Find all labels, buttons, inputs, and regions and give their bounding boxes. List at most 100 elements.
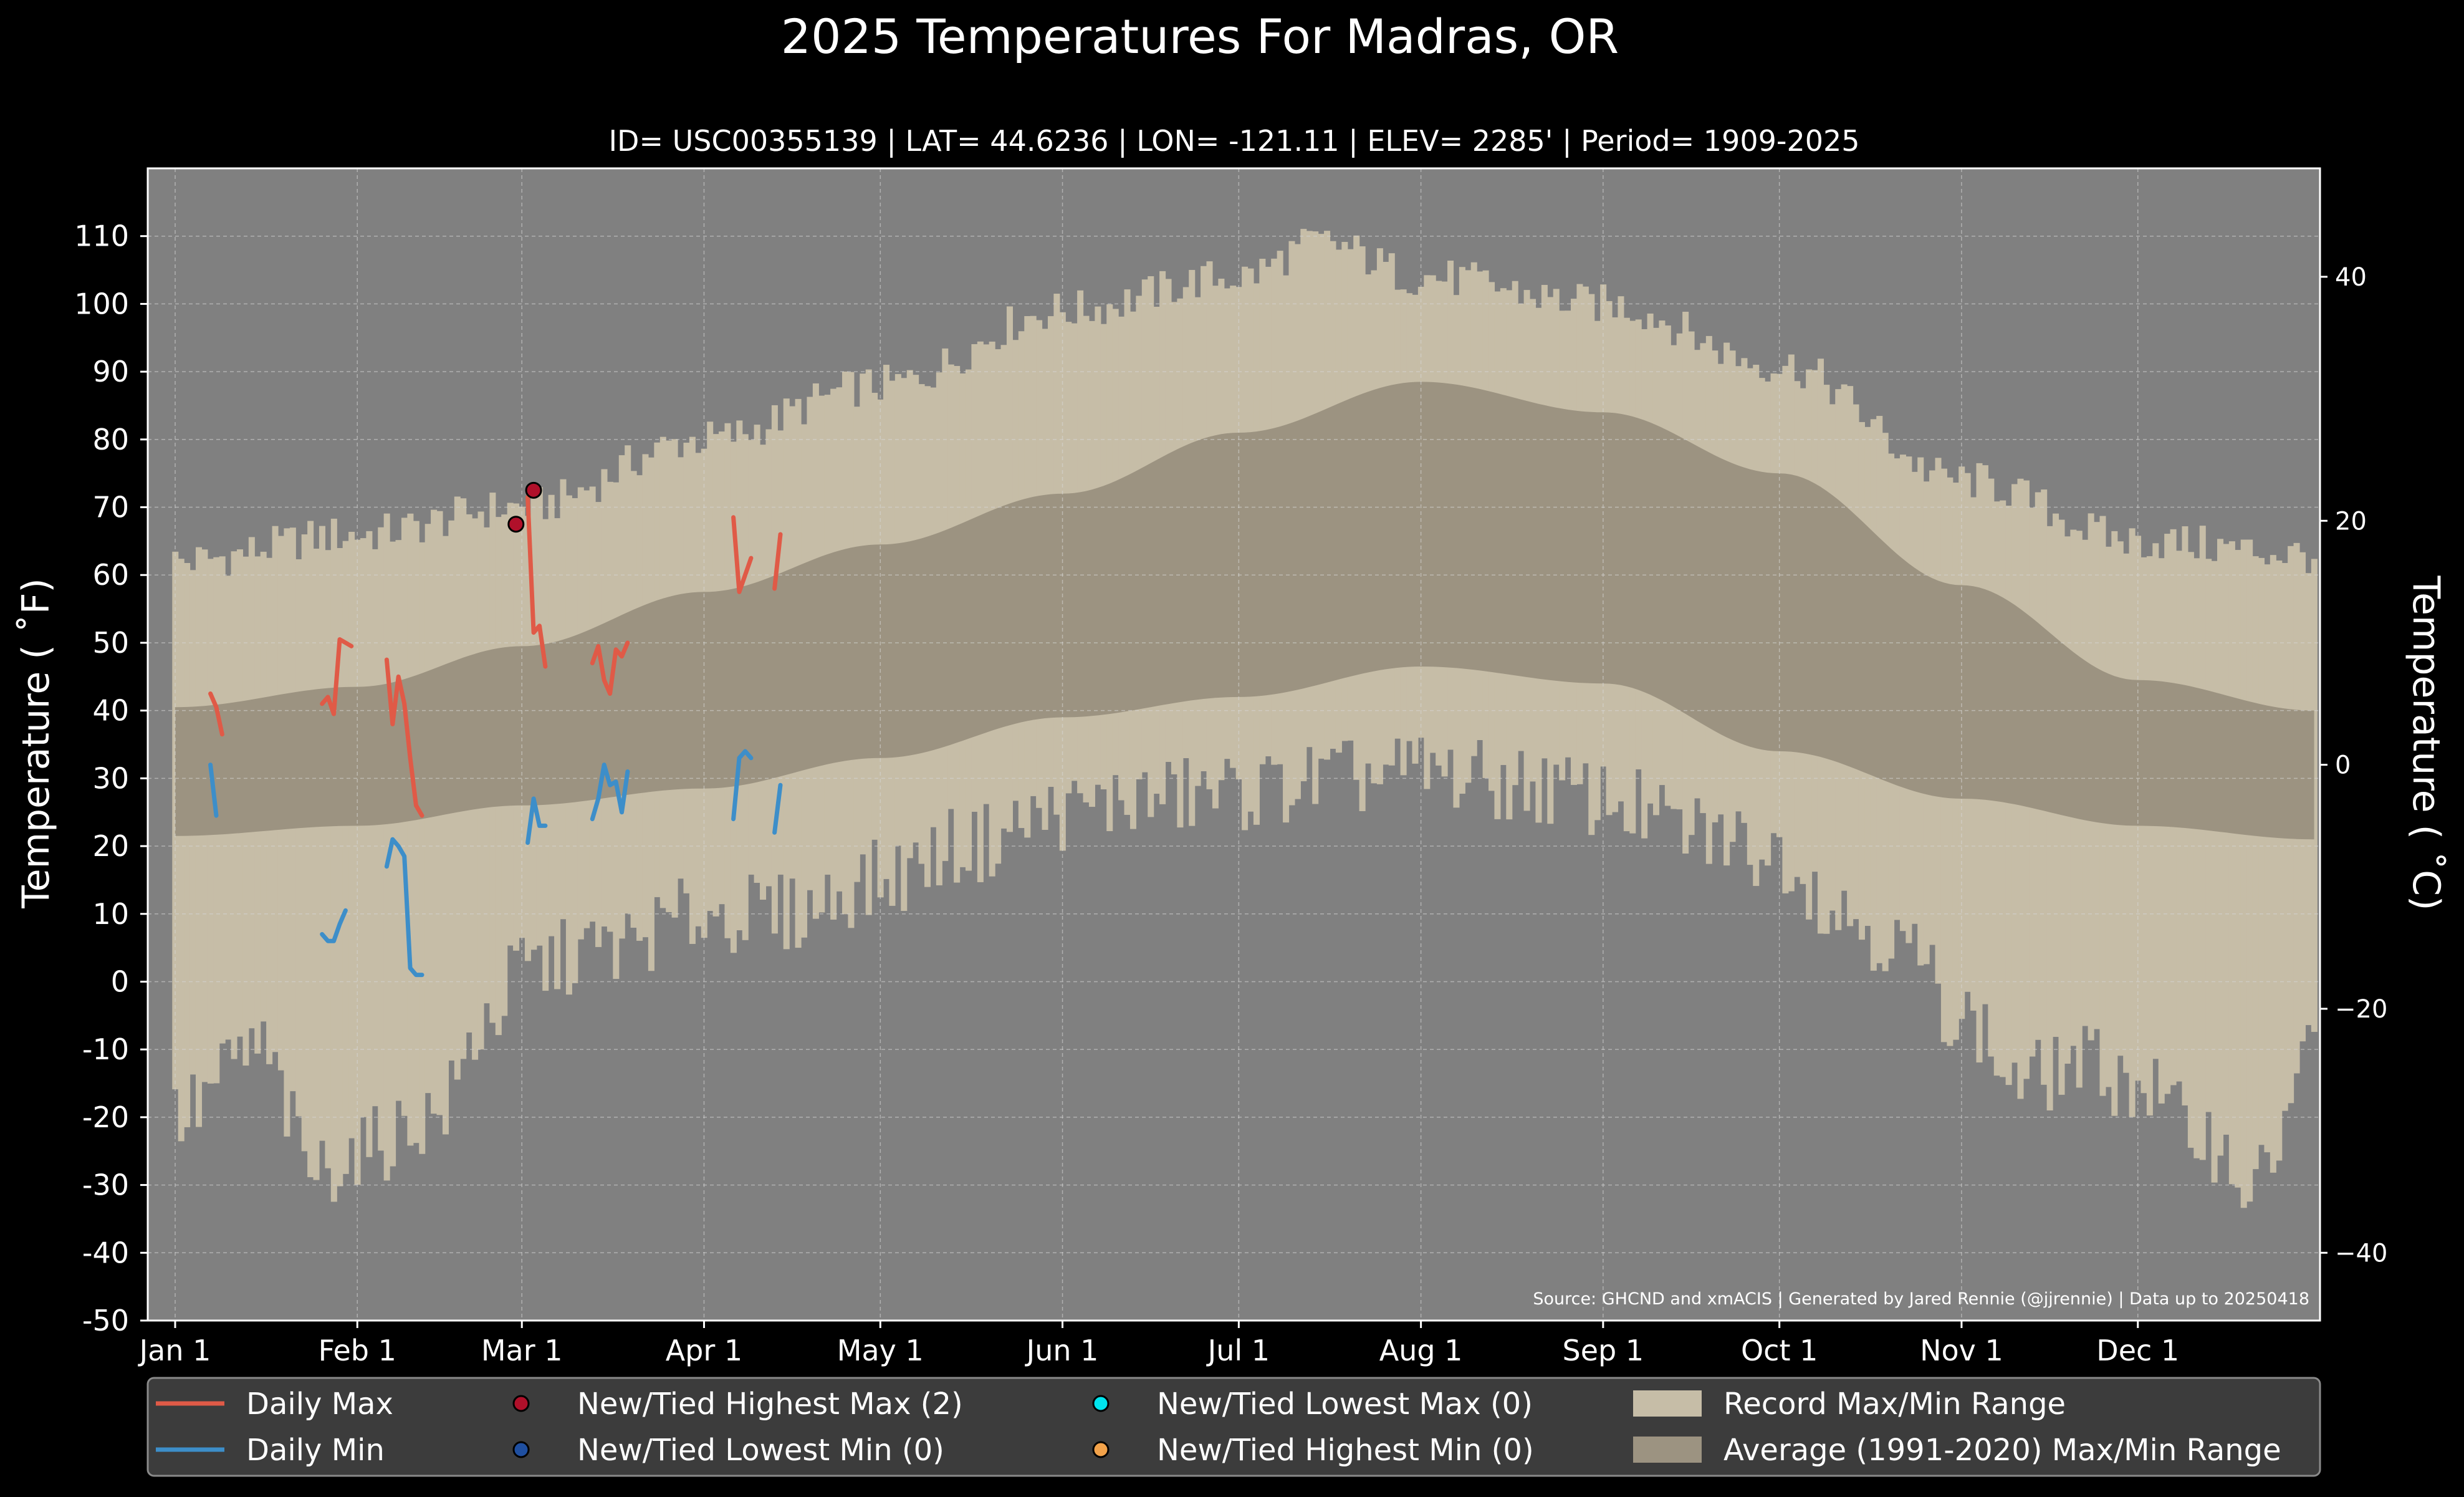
record-range-bar (390, 541, 396, 1167)
record-range-bar (2217, 539, 2224, 1156)
y-right-tick-label: 20 (2335, 507, 2367, 536)
record-range-bar (195, 547, 203, 1127)
series-line-segment (731, 515, 754, 594)
series-line-segment (320, 637, 354, 716)
legend-label: New/Tied Highest Max (2) (577, 1387, 963, 1422)
plot-area (148, 168, 2320, 1321)
record-range-bar (360, 538, 367, 1117)
record-range-bar (2205, 559, 2212, 1112)
y-tick-label: -30 (82, 1168, 129, 1202)
y-tick-label: 110 (74, 219, 129, 253)
record-range-bar (2258, 557, 2265, 1145)
record-range-bar (301, 534, 308, 1152)
y-tick-label: -50 (82, 1304, 129, 1337)
y-tick-label: 60 (92, 558, 129, 592)
record-range-bar (2046, 526, 2053, 1111)
series-line-segment (208, 691, 224, 737)
series-line-segment (590, 640, 630, 696)
record-range-bar (442, 536, 449, 1135)
record-range-bar (2235, 550, 2241, 1188)
record-range-bar (330, 518, 337, 1202)
y-tick-label: -10 (82, 1032, 129, 1066)
record-range-bar (2211, 561, 2218, 1183)
x-tick-label: Oct 1 (1741, 1334, 1818, 1367)
legend-label: Daily Min (246, 1433, 385, 1468)
record-range-bar (348, 531, 355, 1138)
y-right-tick-label: −20 (2335, 995, 2387, 1024)
y-right-tick-label: −40 (2335, 1239, 2387, 1268)
legend-label: Daily Max (246, 1387, 393, 1422)
legend-dot-swatch (512, 1441, 530, 1458)
y-right-tick-label: 40 (2335, 263, 2367, 292)
series-line-segment (772, 782, 783, 835)
legend-label: New/Tied Highest Min (0) (1157, 1433, 1534, 1468)
series-layer (208, 481, 783, 978)
record-range-bar (383, 513, 390, 1181)
series-line-segment (590, 763, 630, 822)
legend: Daily Max Daily Min New/Tied Highest Max (… (146, 1377, 2321, 1477)
record-range-bar (2246, 539, 2253, 1202)
legend-dot-swatch (1092, 1441, 1110, 1458)
x-tick-label: Apr 1 (666, 1334, 742, 1367)
source-note: Source: GHCND and xmACIS | Generated by … (1533, 1289, 2309, 1309)
x-tick-label: Jan 1 (138, 1334, 211, 1367)
legend-box (146, 1377, 2321, 1477)
record-range-bar (307, 521, 314, 1178)
record-range-bar (2199, 526, 2206, 1160)
record-range-bar (2158, 558, 2165, 1104)
series-line-segment (731, 749, 754, 822)
record-range-bar (372, 549, 378, 1107)
record-highest-max-point (525, 481, 542, 499)
y-tick-label: 70 (92, 491, 129, 524)
record-range-bar (2311, 559, 2318, 1032)
record-range-bar (419, 542, 426, 1154)
record-range-bar (2240, 539, 2247, 1208)
x-tick-label: Sep 1 (1563, 1334, 1644, 1367)
record-range-bar (413, 521, 419, 1143)
x-tick-label: Jul 1 (1206, 1334, 1270, 1367)
series-daily-max (208, 494, 783, 818)
record-range-bar (2228, 541, 2235, 1185)
series-line-segment (525, 796, 548, 845)
legend-label: New/Tied Lowest Max (0) (1157, 1387, 1533, 1422)
series-line-segment (384, 657, 424, 818)
grid-lines (148, 168, 2320, 1321)
record-range-bar (2252, 556, 2259, 1170)
y-axis-label-right: Temperature ( ˚C) (2404, 575, 2448, 911)
y-tick-label: -20 (82, 1100, 129, 1134)
legend-label: New/Tied Lowest Min (0) (577, 1433, 944, 1468)
x-tick-label: May 1 (837, 1334, 924, 1367)
y-tick-label: 80 (92, 423, 129, 456)
record-range-bar (2270, 555, 2276, 1173)
record-range-bar (378, 527, 385, 1151)
axes: -50 -40 -30 -20 -10 0 10 20 30 40 50 60 70 80 90 100 110… (74, 167, 2387, 1367)
x-tick-label: Mar 1 (481, 1334, 563, 1367)
chart-subtitle: ID= USC00355139 | LAT= 44.6236 | LON= -1… (608, 124, 1859, 158)
record-range-bar (2223, 544, 2230, 1135)
plot-frame (146, 167, 2321, 1322)
series-line-segment (384, 837, 424, 978)
record-range-bar (313, 548, 320, 1180)
record-range-bar (295, 559, 302, 1117)
series-line-segment (772, 532, 783, 591)
series-daily-min (208, 749, 783, 978)
y-right-tick-label: 0 (2335, 751, 2351, 780)
y-tick-label: 50 (92, 626, 129, 660)
y-tick-label: 30 (92, 761, 129, 795)
x-tick-label: Aug 1 (1379, 1334, 1463, 1367)
x-tick-label: Nov 1 (1920, 1334, 2003, 1367)
record-highest-max-point (507, 516, 525, 533)
legend-dot-swatch (1092, 1395, 1110, 1412)
legend-label: Average (1991-2020) Max/Min Range (1723, 1433, 2281, 1468)
record-range-bar (178, 559, 185, 1142)
series-line-segment (320, 908, 348, 943)
y-axis-label-left: Temperature ( ˚F) (14, 578, 58, 909)
legend-patch-swatch (1633, 1437, 1702, 1463)
y-tick-label: 10 (92, 897, 129, 931)
series-line-segment (208, 763, 219, 818)
record-range-bar (2187, 552, 2194, 1148)
record-range-bar (319, 526, 325, 1141)
record-range-bar (2193, 558, 2200, 1158)
chart-title: 2025 Temperatures For Madras, OR (781, 9, 1619, 64)
